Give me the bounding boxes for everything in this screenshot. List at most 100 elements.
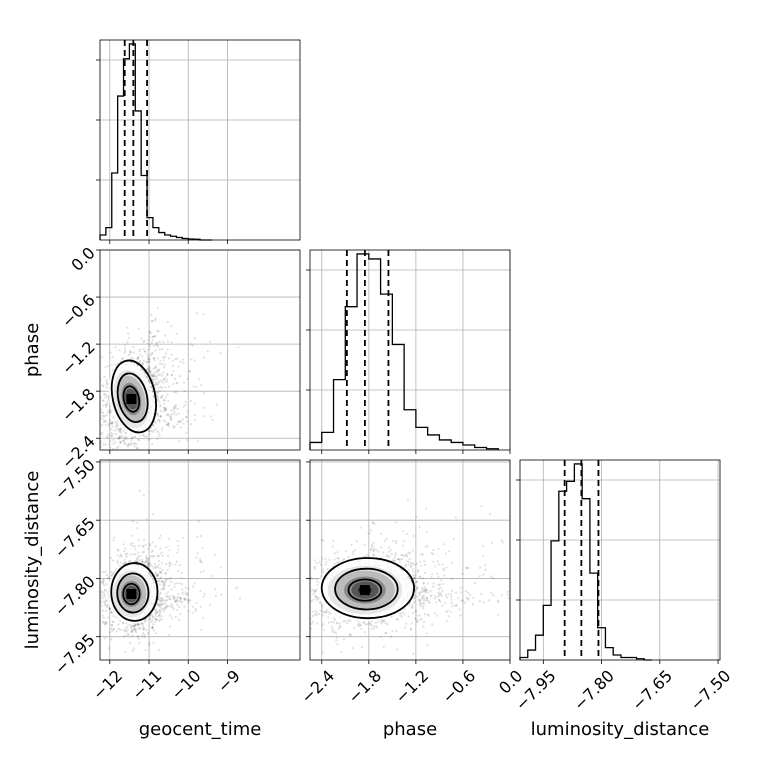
scatter-point [415,581,418,584]
scatter-point [176,382,179,385]
scatter-point [364,623,367,626]
scatter-point [438,599,441,602]
scatter-point [484,563,487,567]
scatter-point [160,396,163,399]
panel-frame [309,249,511,451]
scatter-point [132,624,135,628]
scatter-point [105,583,108,586]
scatter-point [148,369,151,372]
scatter-point [394,521,397,524]
scatter-point [163,407,166,410]
scatter-point [118,427,121,431]
scatter-point [156,437,159,440]
scatter-point [366,554,369,557]
scatter-point [178,564,181,567]
scatter-point [158,363,161,366]
scatter-point [416,587,419,590]
scatter-point [144,350,147,353]
scatter-point [155,612,158,615]
scatter-point [407,569,410,572]
scatter-point [333,631,336,634]
scatter-point [372,547,375,551]
contour-level-1 [334,567,399,611]
scatter-point [154,572,157,575]
scatter-point [392,559,395,562]
scatter-point [187,601,190,604]
scatter-point [315,578,318,581]
scatter-point [163,599,166,602]
scatter-point [161,579,164,582]
scatter-point [420,617,423,620]
scatter-point [377,550,380,553]
scatter-point [141,362,144,365]
scatter-point [111,425,114,428]
scatter-point [431,623,434,626]
scatter-point [399,614,402,617]
scatter-point [465,596,468,600]
scatter-point [148,371,151,374]
scatter-point [436,572,439,575]
scatter-point [97,565,99,567]
scatter-point [500,539,503,542]
scatter-point [137,623,140,626]
scatter-point [167,584,170,587]
scatter-point [537,596,539,598]
scatter-point [102,411,105,414]
scatter-point [144,372,147,375]
scatter-point [184,586,188,589]
scatter-point [490,591,493,594]
scatter-point [159,570,162,573]
scatter-point [382,551,385,554]
scatter-point [166,373,169,376]
scatter-point [312,589,315,592]
scatter-point [108,409,111,412]
scatter-point [101,399,104,402]
scatter-point [149,542,152,546]
scatter-point [133,628,136,631]
scatter-point [158,435,161,438]
scatter-point [108,419,111,422]
scatter-point [202,616,205,619]
scatter-point [170,353,173,356]
scatter-point [109,408,112,411]
scatter-point [136,623,139,626]
scatter-point [156,391,160,394]
scatter-point [412,570,415,573]
scatter-point [464,590,467,593]
scatter-point [338,560,341,564]
scatter-point [421,591,424,594]
scatter-point [173,410,176,413]
scatter-point [401,553,404,557]
scatter-point [331,628,334,631]
scatter-point [130,437,133,440]
scatter-point [195,556,198,559]
scatter-point [127,560,131,563]
scatter-point [414,589,417,592]
scatter-point [147,565,150,568]
scatter-point [427,600,430,603]
scatter-point [130,631,133,634]
scatter-point [176,608,179,611]
scatter-point [153,359,156,362]
scatter-point [412,534,415,538]
scatter-point [136,358,139,361]
scatter-point [346,619,349,622]
scatter-point [411,612,414,615]
scatter-point [158,419,161,422]
scatter-point [157,615,160,618]
scatter-point [410,622,413,625]
scatter-point [168,577,171,581]
scatter-point [467,566,470,570]
scatter-point [179,421,182,424]
scatter-point [130,630,134,633]
scatter-point [137,626,140,629]
scatter-point [168,561,171,564]
scatter-point [174,596,177,599]
scatter-point [163,355,166,359]
scatter-point [106,400,109,403]
scatter-point [149,370,152,373]
scatter-point [153,335,157,338]
scatter-point [414,609,418,613]
scatter-point [171,424,174,427]
scatter-point [110,422,113,425]
